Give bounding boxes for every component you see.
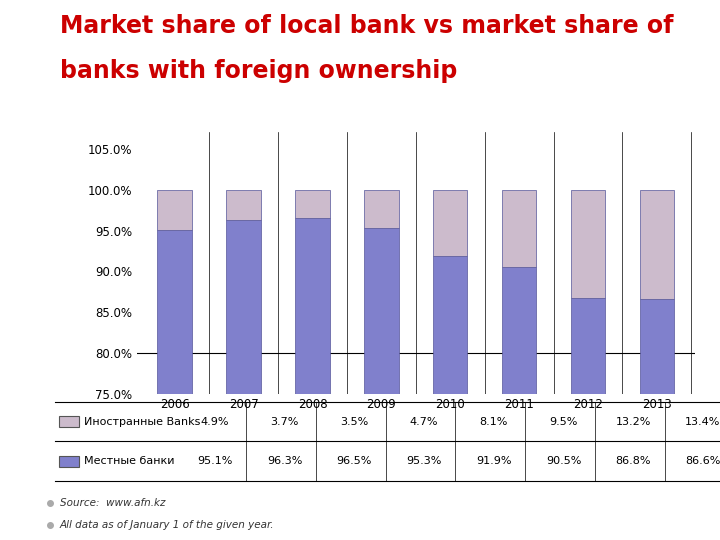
Bar <box>433 256 467 540</box>
Bar <box>571 298 606 540</box>
Text: 96.5%: 96.5% <box>336 456 372 467</box>
Bar <box>433 190 467 256</box>
Text: Source:  www.afn.kz: Source: www.afn.kz <box>60 498 166 508</box>
Bar <box>58 416 78 427</box>
Bar <box>58 456 78 467</box>
Bar <box>364 228 399 540</box>
Text: 3.7%: 3.7% <box>270 416 299 427</box>
Text: 13.4%: 13.4% <box>685 416 720 427</box>
Text: Market share of local bank vs market share of: Market share of local bank vs market sha… <box>60 14 673 38</box>
Text: 90.5%: 90.5% <box>546 456 581 467</box>
Text: 96.3%: 96.3% <box>267 456 302 467</box>
Bar <box>639 299 674 540</box>
Bar <box>158 190 192 230</box>
Bar <box>226 220 261 540</box>
Text: 9.5%: 9.5% <box>549 416 577 427</box>
Bar <box>226 190 261 220</box>
Text: Местные банки: Местные банки <box>84 456 175 467</box>
Text: 3.5%: 3.5% <box>340 416 369 427</box>
Text: 86.6%: 86.6% <box>685 456 720 467</box>
Bar <box>639 190 674 299</box>
Text: 91.9%: 91.9% <box>476 456 511 467</box>
Text: 95.3%: 95.3% <box>406 456 441 467</box>
Bar <box>295 218 330 540</box>
Bar <box>158 230 192 540</box>
Bar <box>502 190 536 267</box>
Bar <box>295 190 330 218</box>
Text: Иностранные Banks: Иностранные Banks <box>84 416 201 427</box>
Text: 8.1%: 8.1% <box>480 416 508 427</box>
Text: 4.9%: 4.9% <box>200 416 229 427</box>
Bar <box>364 190 399 228</box>
Text: 95.1%: 95.1% <box>197 456 233 467</box>
Text: 4.7%: 4.7% <box>410 416 438 427</box>
Text: 86.8%: 86.8% <box>616 456 651 467</box>
Text: 13.2%: 13.2% <box>616 416 651 427</box>
Text: All data as of January 1 of the given year.: All data as of January 1 of the given ye… <box>60 519 274 530</box>
Bar <box>571 190 606 298</box>
Text: banks with foreign ownership: banks with foreign ownership <box>60 59 457 83</box>
Bar <box>502 267 536 540</box>
